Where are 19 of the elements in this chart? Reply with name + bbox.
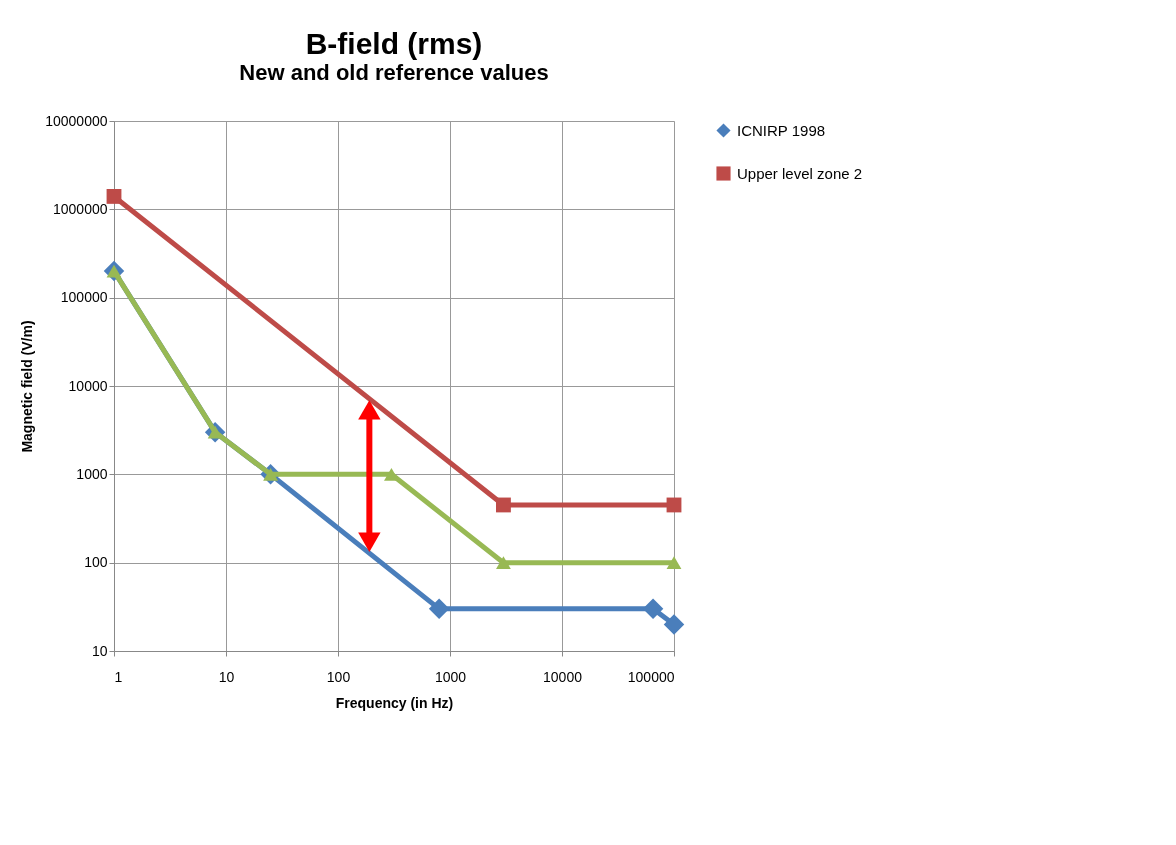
x-tick-label: 100 [326,668,351,685]
chart-title: B-field (rms) [305,27,483,60]
y-tick-label: 10000 [68,377,108,394]
legend-label: ICNIRP 1998 [737,121,826,139]
chart-subtitle: New and old reference values [239,60,549,85]
x-tick-label: 1000 [434,668,467,685]
legend-label: Upper level zone 2 [737,164,863,182]
y-tick-label: 1000 [76,465,108,482]
y-axis-title: Magnetic field (V/m) [19,320,36,453]
y-tick-label: 10000000 [45,112,108,129]
y-tick-label: 1000000 [52,200,108,217]
x-tick-label: 100000 [627,668,675,685]
y-tick-label: 100 [84,554,108,571]
y-tick-label: 10 [91,642,108,659]
y-tick-label: 100000 [60,289,108,306]
x-tick-label: 10 [218,668,235,685]
x-tick-label: 1 [114,668,123,685]
x-tick-label: 10000 [543,668,583,685]
x-axis-title: Frequency (in Hz) [335,694,454,711]
